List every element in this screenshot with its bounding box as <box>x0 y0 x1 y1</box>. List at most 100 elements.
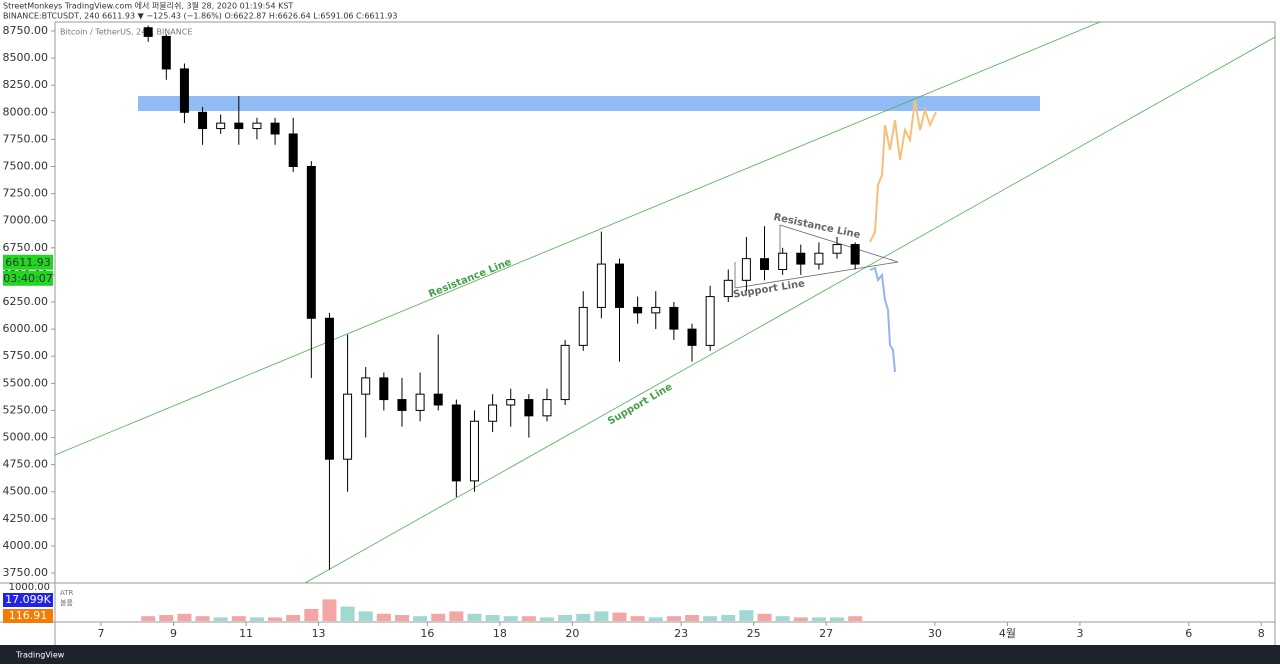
y-tick-label: 8750.00 <box>3 24 49 37</box>
y-tick-label: 4750.00 <box>3 458 49 471</box>
volume-bar <box>666 616 681 621</box>
projection <box>869 99 937 243</box>
candle-body <box>506 399 516 406</box>
pane-label: 116.91 <box>9 609 48 622</box>
candle-body <box>343 393 353 460</box>
x-tick-label: 27 <box>819 627 833 640</box>
volume-bar <box>612 612 627 621</box>
candle-body <box>469 420 479 482</box>
x-tick-label: 25 <box>747 627 761 640</box>
volume-bar <box>213 617 228 621</box>
volume-bar <box>231 616 246 621</box>
candle-body <box>488 404 498 422</box>
x-tick-label: 18 <box>493 627 507 640</box>
volume-bar <box>394 615 409 621</box>
trend-line <box>779 224 899 263</box>
volume-bar <box>558 615 573 621</box>
volume-bar <box>703 616 718 621</box>
x-tick-label: 3 <box>1076 627 1083 640</box>
trend-line <box>734 261 899 289</box>
legend-title: Bitcoin / TetherUS, 240, BINANCE <box>60 28 192 37</box>
y-tick-label: 5750.00 <box>3 349 49 362</box>
price-box <box>3 254 53 270</box>
candle-body <box>814 252 824 265</box>
volume-bar <box>848 616 863 621</box>
volume-bar <box>503 616 518 621</box>
volume-bar <box>159 615 174 621</box>
volume-bar <box>539 617 554 621</box>
pane-name: ATR <box>60 589 74 597</box>
volume-bar <box>322 599 337 621</box>
candle-body <box>216 122 226 130</box>
y-tick-label: 3750.00 <box>3 566 49 579</box>
candle-body <box>198 111 208 130</box>
x-tick-label: 8 <box>1258 627 1265 640</box>
candle-body <box>633 306 643 314</box>
zone <box>138 96 1040 111</box>
volume-bar <box>757 613 772 621</box>
volume-bar <box>739 610 754 621</box>
volume-bar <box>630 616 645 621</box>
volume-bar <box>467 613 482 621</box>
candle-body <box>288 133 298 168</box>
volume-bar <box>648 617 663 621</box>
countdown: 03:40:07 <box>3 272 52 285</box>
candle-body <box>306 166 316 319</box>
candle-body <box>252 122 262 130</box>
x-tick-label: 30 <box>928 627 942 640</box>
volume-bar <box>195 616 210 621</box>
volume-bar <box>485 615 500 621</box>
candle-body <box>451 404 461 482</box>
candle-body <box>415 393 425 411</box>
candle-body <box>723 279 733 298</box>
y-tick-label: 8250.00 <box>3 78 49 91</box>
y-tick-label: 6750.00 <box>3 241 49 254</box>
candle-body <box>361 377 371 395</box>
x-tick-label: 7 <box>98 627 105 640</box>
candle-body <box>778 252 788 270</box>
y-tick-label: 7000.00 <box>3 214 49 227</box>
volume-bar <box>721 615 736 621</box>
volume-bar <box>340 606 355 621</box>
x-tick-label: 23 <box>674 627 688 640</box>
countdown-box <box>3 270 53 286</box>
x-tick-label: 6 <box>1185 627 1192 640</box>
volume-bar <box>685 615 700 621</box>
brand: TradingView <box>15 651 65 660</box>
candle-body <box>705 296 715 346</box>
volume-bar <box>830 617 845 621</box>
candle-body <box>614 263 624 308</box>
candle-body <box>143 27 153 37</box>
candle-body <box>542 399 552 417</box>
candle-body <box>760 258 770 270</box>
x-tick-label: 20 <box>565 627 579 640</box>
pane-label: 17.099K <box>5 593 51 606</box>
candle-body <box>687 328 697 346</box>
y-tick-label: 4000.00 <box>3 539 49 552</box>
volume-bar <box>431 613 446 621</box>
y-tick-label: 5000.00 <box>3 431 49 444</box>
projection <box>869 266 896 373</box>
header-symbol: BINANCE:BTCUSDT, 240 6611.93 ▼ −125.43 (… <box>3 12 397 21</box>
y-tick-label: 7250.00 <box>3 187 49 200</box>
volume-bar <box>249 617 264 621</box>
candle-body <box>324 317 334 460</box>
pane-label: 1000.00 <box>9 582 50 593</box>
y-tick-label: 4250.00 <box>3 512 49 525</box>
x-tick-label: 11 <box>239 627 253 640</box>
volume-bar <box>413 616 428 621</box>
volume-bar <box>521 616 536 621</box>
candle-body <box>379 377 389 401</box>
candle-body <box>796 252 806 265</box>
y-tick-label: 6250.00 <box>3 295 49 308</box>
x-tick-label: 9 <box>170 627 177 640</box>
x-tick-label: 4월 <box>999 627 1016 640</box>
y-tick-label: 8000.00 <box>3 105 49 118</box>
candle-body <box>560 344 570 401</box>
candle-body <box>234 122 244 130</box>
volume-bar <box>793 617 808 621</box>
volume-bar <box>376 613 391 621</box>
trend-line <box>54 21 1101 456</box>
candle-body <box>832 244 842 254</box>
